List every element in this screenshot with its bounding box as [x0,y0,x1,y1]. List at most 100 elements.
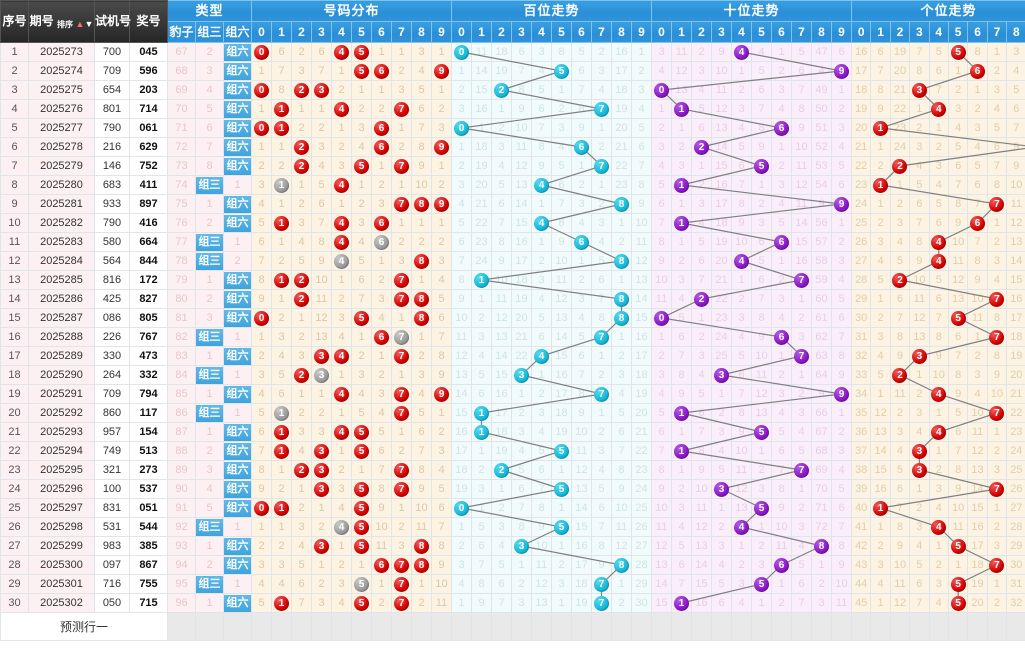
table-row[interactable]: 7 2025279 146 752 73 8 组六 2 2 2 4 3 5 1 7 9 1 2 19 4 12 9 5 1 7 2… [0,156,1025,176]
predict-empty-cell[interactable] [870,612,891,641]
predict-empty-cell[interactable] [411,612,432,641]
predict-empty-cell[interactable] [451,612,472,641]
predict-empty-cell[interactable] [591,612,612,641]
table-row[interactable]: 12 2025284 564 844 78 组三 2 7 2 5 9 4 5 1 3 8 3 7 24 9 17 2 10 1… [0,251,1025,271]
col-header-tens-digit-4[interactable]: 4 [731,21,752,43]
predict-empty-cell[interactable] [531,612,552,641]
table-row[interactable]: 20 2025292 860 117 86 组三 1 5 1 2 2 1 5 4 7 5 1 15 1 17 2 3 18 9… [0,403,1025,423]
table-row[interactable]: 26 2025298 531 544 92 组三 1 1 1 3 2 4 5 10 2 11 7 1 5 3 8 9 5 15… [0,517,1025,537]
predict-empty-cell[interactable] [167,612,196,641]
table-row[interactable]: 4 2025276 801 714 70 5 组六 1 1 1 1 4 2 2 7 6 2 3 16 1 9 6 2 8 7 19… [0,99,1025,119]
table-row[interactable]: 16 2025288 226 767 82 组三 1 1 3 2 13 4 1 6 7 1 7 11 3 13 21 6 1… [0,327,1025,347]
predict-empty-cell[interactable] [771,612,792,641]
col-header-distribution-digit-1[interactable]: 1 [271,21,292,43]
col-header-tens-digit-3[interactable]: 3 [711,21,732,43]
col-header-units-digit-7[interactable]: 7 [986,21,1008,43]
col-header-tens-digit-5[interactable]: 5 [751,21,772,43]
col-header-units-digit-3[interactable]: 3 [909,21,930,43]
predict-empty-cell[interactable] [611,612,632,641]
col-header-distribution-digit-8[interactable]: 8 [411,21,432,43]
col-header-distribution-digit-3[interactable]: 3 [311,21,332,43]
table-row[interactable]: 27 2025299 983 385 93 1 组六 2 2 4 3 1 5 11 3 8 8 2 6 4 3 10 1 16… [0,536,1025,556]
predict-empty-cell[interactable] [195,612,224,641]
predict-empty-cell[interactable] [311,612,332,641]
predict-empty-cell[interactable] [223,612,252,641]
col-header-units-digit-8[interactable]: 8 [1006,21,1025,43]
col-header-test-number[interactable]: 试机号 [94,0,131,43]
col-header-zu6[interactable]: 组六 [223,21,252,43]
table-row[interactable]: 14 2025286 425 827 80 2 组六 9 1 2 11 2 7 3 7 8 5 9 1 11 19 4 12… [0,289,1025,309]
table-row[interactable]: 15 2025287 086 805 81 3 组六 0 2 1 12 3 5 4 1 8 6 10 2 12 20 5 1… [0,308,1025,328]
col-header-distribution-digit-9[interactable]: 9 [431,21,452,43]
table-row[interactable]: 9 2025281 933 897 75 1 组六 4 1 2 6 1 2 3 7 8 9 4 21 6 14 1 7 3 2 8… [0,194,1025,214]
col-header-distribution-digit-5[interactable]: 5 [351,21,372,43]
predict-empty-cell[interactable] [651,612,672,641]
col-header-hundreds-digit-3[interactable]: 3 [511,21,532,43]
table-row[interactable]: 19 2025291 709 794 85 1 组六 4 6 1 1 4 4 3 7 4 9 14 6 16 1 2 17 8… [0,384,1025,404]
col-header-tens-digit-9[interactable]: 9 [831,21,852,43]
predict-empty-cell[interactable] [731,612,752,641]
col-header-zu3[interactable]: 组三 [195,21,224,43]
predict-empty-cell[interactable] [671,612,692,641]
table-row[interactable]: 5 2025277 790 061 71 6 组六 0 1 2 2 1 3 6 1 7 3 0 1 2 10 7 3 9 1 20… [0,118,1025,138]
col-header-hundreds-digit-5[interactable]: 5 [551,21,572,43]
table-row[interactable]: 28 2025300 097 867 94 2 组六 3 3 5 1 2 1 6 7 8 9 3 7 5 1 11 2 17 9… [0,555,1025,575]
col-header-tens-digit-8[interactable]: 8 [811,21,832,43]
col-header-units-digit-5[interactable]: 5 [947,21,969,43]
table-row[interactable]: 10 2025282 790 416 76 2 组六 5 1 3 7 4 3 6 1 1 1 5 22 7 15 4 8 4 3… [0,213,1025,233]
table-row[interactable]: 23 2025295 321 273 89 3 组六 8 1 2 3 2 1 7 7 8 4 18 2 2 5 6 1 12 4… [0,460,1025,480]
table-row[interactable]: 8 2025280 683 411 74 组三 1 3 1 1 5 4 1 2 1 10 2 3 20 5 13 4 6 2 1… [0,175,1025,195]
col-header-tens-digit-1[interactable]: 1 [671,21,692,43]
predict-empty-cell[interactable] [631,612,652,641]
table-row[interactable]: 24 2025296 100 537 90 4 组六 9 2 1 3 3 5 8 7 9 5 19 3 1 6 7 5 13 5… [0,479,1025,499]
table-row[interactable]: 6 2025278 216 629 72 7 组六 1 1 2 3 2 4 6 2 8 9 1 18 3 11 8 4 6 2 2… [0,137,1025,157]
table-row[interactable]: 18 2025290 264 332 84 组三 1 3 5 2 3 1 3 2 1 3 9 13 5 15 3 1 16 7… [0,365,1025,385]
predict-empty-cell[interactable] [811,612,832,641]
col-header-units-digit-4[interactable]: 4 [928,21,949,43]
col-header-units-digit-6[interactable]: 6 [967,21,988,43]
predict-empty-cell[interactable] [791,612,812,641]
col-header-tens-digit-6[interactable]: 6 [771,21,792,43]
table-row[interactable]: 11 2025283 580 664 77 组三 1 6 1 4 8 4 4 6 2 2 2 6 23 8 16 1 9 6 4… [0,232,1025,252]
table-row[interactable]: 30 2025302 050 715 96 1 组六 5 1 7 3 4 5 2 7 2 11 1 9 7 3 13 1 19… [0,593,1025,613]
table-row[interactable]: 2 2025274 709 596 68 3 组六 1 7 3 7 1 5 6 2 4 9 1 14 19 7 4 5 6 3 1… [0,61,1025,81]
predict-empty-cell[interactable] [551,612,572,641]
table-row[interactable]: 1 2025273 700 045 67 2 组六 0 6 2 6 4 5 1 1 3 1 0 11 18 6 3 8 5 2 1… [0,42,1025,62]
predict-empty-cell[interactable] [947,612,969,641]
col-header-hundreds-digit-6[interactable]: 6 [571,21,592,43]
predict-empty-cell[interactable] [331,612,352,641]
predict-empty-cell[interactable] [889,612,911,641]
col-header-units-digit-0[interactable]: 0 [850,21,872,43]
predict-empty-cell[interactable] [291,612,312,641]
triangle-up-icon[interactable]: ▲ [75,19,85,30]
predict-empty-cell[interactable] [967,612,988,641]
col-header-issue[interactable]: 期号 排序 ▲▼ [28,0,95,43]
predict-empty-cell[interactable] [371,612,392,641]
sort-control[interactable]: 排序 ▲▼ [57,19,93,30]
col-header-distribution-digit-6[interactable]: 6 [371,21,392,43]
predict-empty-cell[interactable] [711,612,732,641]
col-header-tens-digit-0[interactable]: 0 [651,21,672,43]
col-header-hundreds-digit-8[interactable]: 8 [611,21,632,43]
col-header-hundreds-digit-2[interactable]: 2 [491,21,512,43]
predict-empty-cell[interactable] [491,612,512,641]
predict-empty-cell[interactable] [511,612,532,641]
col-header-distribution-digit-4[interactable]: 4 [331,21,352,43]
col-header-distribution-digit-7[interactable]: 7 [391,21,412,43]
col-header-hundreds-digit-1[interactable]: 1 [471,21,492,43]
predict-empty-cell[interactable] [571,612,592,641]
predict-empty-cell[interactable] [850,612,872,641]
col-header-units-digit-2[interactable]: 2 [889,21,911,43]
predict-empty-cell[interactable] [271,612,292,641]
predict-empty-cell[interactable] [751,612,772,641]
predict-empty-cell[interactable] [391,612,412,641]
predict-empty-cell[interactable] [351,612,372,641]
predict-empty-cell[interactable] [831,612,852,641]
predict-empty-cell[interactable] [928,612,949,641]
col-header-distribution-digit-0[interactable]: 0 [251,21,272,43]
col-header-tens-digit-2[interactable]: 2 [691,21,712,43]
predict-empty-cell[interactable] [471,612,492,641]
predict-empty-cell[interactable] [691,612,712,641]
col-header-baozi[interactable]: 豹子 [167,21,196,43]
table-row[interactable]: 25 2025297 831 051 91 5 组六 0 1 2 1 4 5 9 1 10 6 0 1 2 7 8 1 14 6… [0,498,1025,518]
